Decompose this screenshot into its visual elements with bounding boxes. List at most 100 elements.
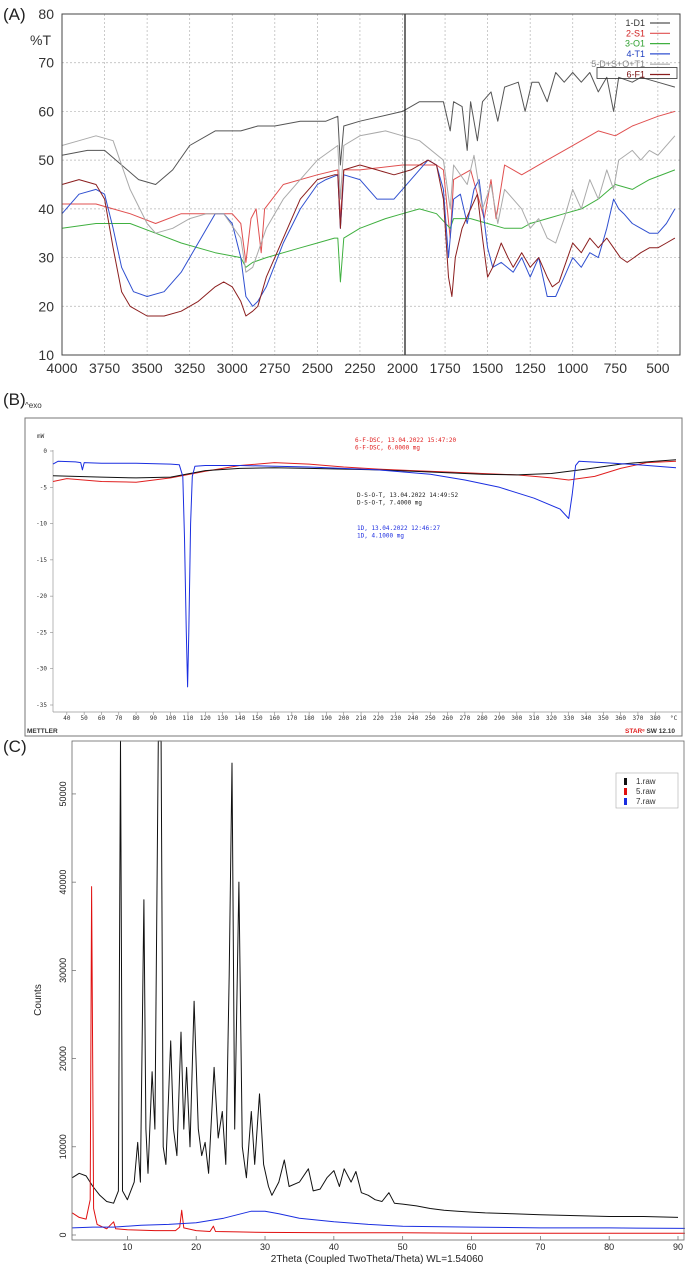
dsc-y-tick-label: -30 (36, 666, 47, 673)
dsc-y-tick-label: 0 (43, 448, 47, 455)
ftir-legend-label-3: 4-T1 (626, 49, 645, 59)
dsc-outer-frame (24, 417, 683, 737)
ftir-legend: 1-D12-S13-O14-T15-D+S+O+T16-F1 (591, 18, 678, 80)
dsc-x-tick-label: 140 (234, 715, 245, 722)
ftir-panel: (A) 10 20 30 40 50 60 70 80 4000 3750 3500 3250 3000… (3, 5, 681, 376)
dsc-x-tick-label: 100 (165, 715, 176, 722)
dsc-series-0 (52, 460, 677, 483)
xrd-x-axis-label: 2Theta (Coupled TwoTheta/Theta) WL=1.540… (271, 1254, 484, 1265)
dsc-x-tick-label: 320 (546, 715, 557, 722)
xrd-x-tick-label: 60 (467, 1242, 477, 1252)
ftir-x-tick-label: 3500 (132, 360, 163, 376)
ftir-x-tick-label: 4000 (46, 360, 77, 376)
ftir-legend-label-0: 1-D1 (625, 18, 645, 28)
ftir-x-tick-label: 750 (604, 360, 628, 376)
dsc-annotations: 6-F-DSC, 13.04.2022 15:47:206-F-DSC, 6.0… (355, 437, 459, 540)
ftir-y-tick-label: 10 (38, 347, 54, 363)
dsc-x-tick-label: 370 (633, 715, 644, 722)
ftir-legend-label-2: 3-O1 (625, 39, 645, 49)
xrd-x-tick-label: 90 (673, 1242, 683, 1252)
xrd-y-tick-label: 40000 (58, 870, 68, 895)
xrd-y-tick-label: 0 (58, 1232, 68, 1237)
ftir-x-tick-label: 2500 (302, 360, 333, 376)
dsc-x-tick-label: 190 (321, 715, 332, 722)
dsc-series-1 (52, 459, 677, 479)
ftir-series-4 (61, 130, 676, 273)
xrd-legend-swatch-0 (624, 778, 627, 785)
ftir-x-tick-label: 2750 (259, 360, 290, 376)
dsc-x-tick-label: 180 (304, 715, 315, 722)
dsc-x-tick-label: 300 (511, 715, 522, 722)
dsc-y-tick-label: -15 (36, 557, 47, 564)
xrd-series-2 (72, 1210, 685, 1229)
ftir-y-tick-label: 40 (38, 201, 54, 217)
xrd-legend-swatch-1 (624, 788, 627, 795)
ftir-series-0 (61, 72, 676, 185)
ftir-y-tick-label: 20 (38, 298, 54, 314)
ftir-series-5 (61, 159, 676, 317)
ftir-x-tick-label: 2000 (387, 360, 418, 376)
xrd-y-tick-label: 10000 (58, 1134, 68, 1159)
dsc-y-tick-label: -10 (36, 521, 47, 528)
ftir-x-tick-label: 1250 (515, 360, 546, 376)
dsc-x-tick-label: 40 (63, 715, 71, 722)
dsc-x-unit: °C (670, 715, 678, 722)
ftir-series-3 (61, 159, 676, 307)
xrd-series-0 (72, 740, 679, 1218)
dsc-x-tick-label: 340 (581, 715, 592, 722)
ftir-series-2 (61, 169, 676, 283)
star-version: SW 12.10 (645, 728, 676, 735)
dsc-x-tick-label: 350 (598, 715, 609, 722)
xrd-x-tick-label: 50 (398, 1242, 408, 1252)
xrd-x-tick-label: 10 (122, 1242, 132, 1252)
dsc-x-tick-label: 330 (563, 715, 574, 722)
dsc-x-tick-label: 210 (356, 715, 367, 722)
xrd-x-tick-label: 30 (260, 1242, 270, 1252)
ftir-legend-selected-box (596, 67, 678, 79)
dsc-annotation-line: 1D, 4.1000 mg (357, 533, 404, 540)
xrd-panel: (C) 0 10000 20000 30000 40000 50000 10 20 30 40 50… (3, 737, 685, 1265)
ftir-y-axis-label: %T (30, 32, 51, 48)
ftir-x-tick-label: 2250 (344, 360, 375, 376)
star-software-label: STARᵉ SW 12.10 (625, 728, 675, 735)
xrd-x-tick-label: 70 (535, 1242, 545, 1252)
mettler-logo: METTLER (27, 728, 58, 735)
ftir-x-tick-label: 3750 (89, 360, 120, 376)
dsc-x-tick-label: 90 (150, 715, 158, 722)
ftir-y-tick-label: 50 (38, 152, 54, 168)
dsc-annotation-line: 6-F-DSC, 13.04.2022 15:47:20 (355, 437, 457, 444)
ftir-series-1 (62, 110, 676, 263)
ftir-y-tick-label: 30 (38, 250, 54, 266)
dsc-x-tick-label: 220 (373, 715, 384, 722)
ftir-y-tick-label: 80 (38, 6, 54, 22)
dsc-x-tick-label: 150 (252, 715, 263, 722)
ftir-y-tick-label: 60 (38, 103, 54, 119)
dsc-x-tick-label: 80 (132, 715, 140, 722)
dsc-series-2 (52, 460, 677, 688)
panel-b-label: (B) (3, 390, 26, 409)
dsc-x-tick-label: 240 (408, 715, 419, 722)
ftir-y-tick-label: 70 (38, 55, 54, 71)
dsc-x-tick-label: 200 (338, 715, 349, 722)
ftir-x-tick-label: 1500 (472, 360, 503, 376)
dsc-annotation-line: 6-F-DSC, 6.0000 mg (355, 445, 420, 452)
xrd-x-tick-label: 40 (329, 1242, 339, 1252)
ftir-legend-label-5: 6-F1 (626, 70, 645, 80)
panel-c-label: (C) (3, 737, 27, 756)
dsc-annotation-line: D-S-O-T, 13.04.2022 14:49:52 (357, 492, 459, 499)
dsc-x-tick-label: 160 (269, 715, 280, 722)
ftir-x-tick-label: 1750 (429, 360, 460, 376)
xrd-y-axis-label: Counts (33, 984, 44, 1016)
xrd-legend-label-2: 7.raw (636, 797, 656, 806)
xrd-plot-frame (71, 740, 685, 1241)
xrd-y-tick-label: 30000 (58, 958, 68, 983)
dsc-y-tick-label: -35 (36, 702, 47, 709)
xrd-series-1 (72, 886, 685, 1234)
dsc-annotation-line: 1D, 13.04.2022 12:46:27 (357, 525, 440, 532)
dsc-x-tick-label: 110 (183, 715, 194, 722)
dsc-y-tick-label: -5 (40, 484, 48, 491)
dsc-x-tick-label: 120 (200, 715, 211, 722)
dsc-annotation-line: D-S-O-T, 7.4000 mg (357, 500, 422, 507)
dsc-panel: (B) ^exo mW 0 -5 -10 -15 -20 -25 -30 -35 40 50 60 7… (3, 390, 683, 737)
